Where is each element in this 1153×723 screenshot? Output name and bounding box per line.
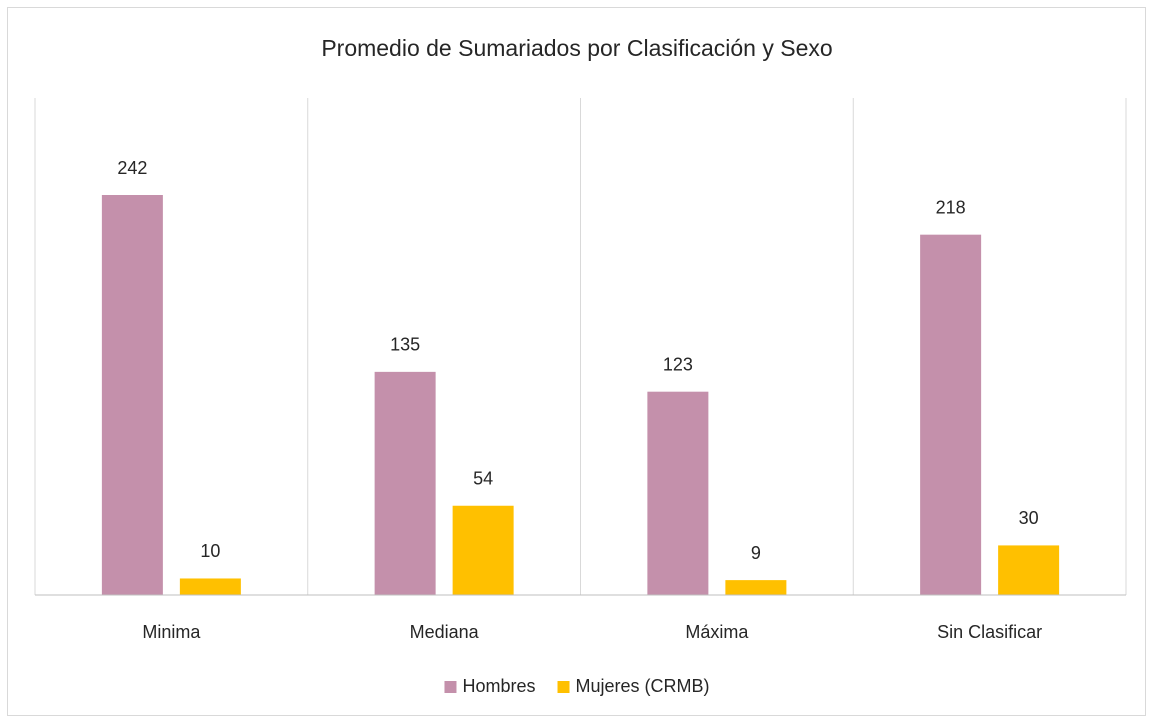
legend-swatch <box>557 681 570 693</box>
data-label: 54 <box>473 468 493 488</box>
data-label: 123 <box>663 354 693 374</box>
legend-label: Mujeres (CRMB) <box>576 676 710 696</box>
x-tick-label: Minima <box>142 622 201 642</box>
data-label: 218 <box>936 197 966 217</box>
bar <box>920 234 982 595</box>
data-label: 135 <box>390 335 420 355</box>
bar <box>101 195 163 595</box>
bar <box>725 580 787 595</box>
x-tick-label: Máxima <box>685 622 749 642</box>
x-tick-label: Sin Clasificar <box>937 622 1042 642</box>
data-label: 9 <box>751 543 761 563</box>
legend-swatch <box>444 681 457 693</box>
data-label: 30 <box>1019 508 1039 528</box>
bar <box>179 578 241 595</box>
x-tick-label: Mediana <box>410 622 480 642</box>
data-label: 242 <box>117 158 147 178</box>
bar <box>452 505 514 595</box>
chart-title: Promedio de Sumariados por Clasificación… <box>321 35 832 61</box>
legend-label: Hombres <box>462 676 535 696</box>
data-label: 10 <box>200 541 220 561</box>
bar <box>998 545 1060 595</box>
bar <box>647 391 709 595</box>
bar <box>374 371 436 595</box>
